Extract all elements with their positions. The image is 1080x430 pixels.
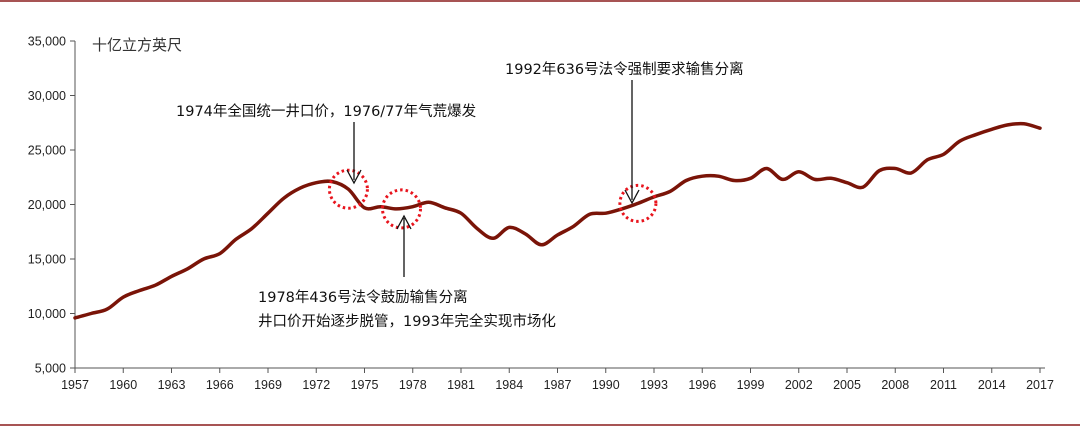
- y-tick-label: 30,000: [28, 89, 66, 103]
- x-tick-label: 1999: [737, 378, 765, 392]
- x-tick-label: 1978: [399, 378, 427, 392]
- x-tick-label: 1993: [640, 378, 668, 392]
- x-tick-label: 2014: [978, 378, 1006, 392]
- x-tick-label: 1966: [206, 378, 234, 392]
- y-tick-label: 15,000: [28, 253, 66, 267]
- y-tick-label: 5,000: [35, 362, 66, 376]
- arrowhead-1978: [396, 214, 412, 230]
- x-tick-label: 1987: [544, 378, 572, 392]
- x-tick-label: 2005: [833, 378, 861, 392]
- marker-1992: [618, 183, 658, 223]
- y-tick-label: 35,000: [28, 35, 66, 49]
- annotation-1992: 1992年636号法令强制要求输售分离: [505, 61, 744, 78]
- y-axis-ticks: 5,000 10,000 15,000 20,000 25,000 30,000 35,00…: [28, 35, 75, 376]
- annotation-1978-line1: 1978年436号法令鼓励输售分离: [258, 289, 468, 306]
- x-tick-label: 1960: [109, 378, 137, 392]
- x-tick-label: 1972: [302, 378, 330, 392]
- x-tick-label: 1981: [447, 378, 475, 392]
- marker-1974: [327, 168, 369, 210]
- arrowhead-1992: [624, 189, 640, 205]
- x-tick-label: 2008: [881, 378, 909, 392]
- y-tick-label: 25,000: [28, 144, 66, 158]
- x-tick-label: 2002: [785, 378, 813, 392]
- annotations: 1974年全国统一井口价，1976/77年气荒爆发 1978年436号法令鼓励输…: [176, 61, 744, 330]
- annotation-1978-line2: 井口价开始逐步脱管，1993年完全实现市场化: [258, 312, 556, 330]
- annotation-1974: 1974年全国统一井口价，1976/77年气荒爆发: [176, 102, 476, 120]
- x-tick-label: 1957: [61, 378, 89, 392]
- x-tick-label: 2017: [1026, 378, 1054, 392]
- x-axis-ticks: 1957 1960 1963 1966 1969 1972 1975 1978 1981 1984…: [61, 368, 1054, 392]
- series-line: [73, 121, 1042, 320]
- x-tick-label: 1963: [158, 378, 186, 392]
- arrowhead-1974: [346, 169, 362, 185]
- x-tick-label: 1969: [254, 378, 282, 392]
- marker-1977: [381, 188, 422, 230]
- x-tick-label: 1975: [351, 378, 379, 392]
- x-tick-label: 1996: [688, 378, 716, 392]
- y-tick-label: 20,000: [28, 198, 66, 212]
- x-tick-label: 1990: [592, 378, 620, 392]
- unit-label: 十亿立方英尺: [92, 36, 182, 54]
- x-tick-label: 1984: [495, 378, 523, 392]
- y-tick-label: 10,000: [28, 307, 66, 321]
- x-tick-label: 2011: [930, 378, 957, 392]
